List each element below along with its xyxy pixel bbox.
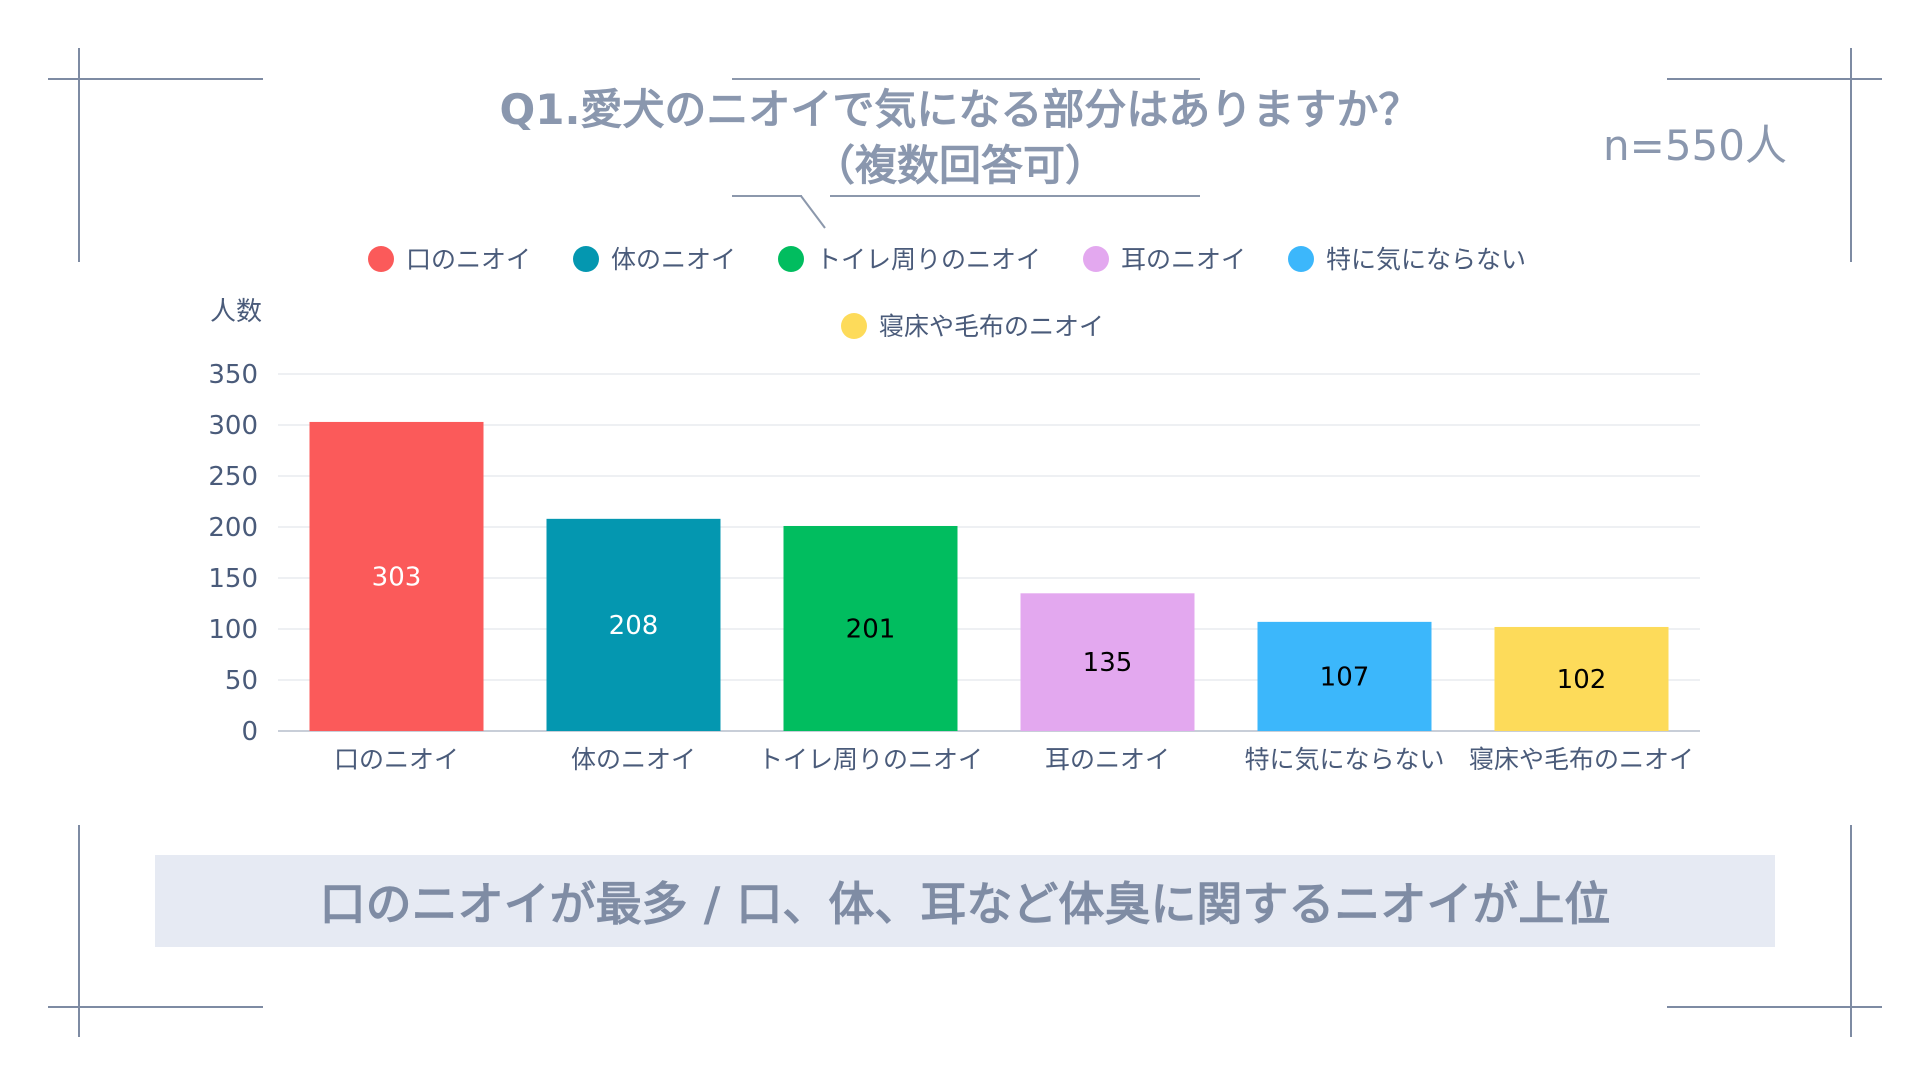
- frame-corner-br-v: [1850, 825, 1852, 1037]
- y-tick-label: 200: [208, 513, 258, 543]
- sample-size: n=550人: [1603, 121, 1787, 170]
- legend-swatch: [1288, 246, 1314, 272]
- bar: [1494, 626, 1669, 731]
- bar-value-label: 208: [609, 611, 659, 641]
- title-rule-bottom-left: [732, 195, 802, 197]
- bar: [1257, 621, 1432, 731]
- title-rule-bottom-right: [830, 195, 1200, 197]
- legend-label: 体のニオイ: [611, 245, 736, 274]
- y-tick-label: 100: [208, 615, 258, 645]
- y-tick-label: 300: [208, 411, 258, 441]
- bar: [783, 525, 958, 731]
- legend-swatch: [368, 246, 394, 272]
- chart-title-line1: Q1.愛犬のニオイで気になる部分はありますか？: [499, 85, 1421, 134]
- x-tick-label: トイレ周りのニオイ: [758, 745, 983, 774]
- frame-corner-tr-v: [1850, 48, 1852, 262]
- y-tick-label: 350: [208, 360, 258, 390]
- bar-value-label: 201: [846, 614, 896, 644]
- legend-label: 口のニオイ: [406, 245, 531, 274]
- bar: [1020, 593, 1195, 731]
- legend-swatch: [1083, 246, 1109, 272]
- summary-banner: 口のニオイが最多 / 口、体、耳など体臭に関するニオイが上位: [155, 855, 1775, 947]
- frame-corner-tr-h: [1667, 78, 1882, 80]
- frame-corner-br-h: [1667, 1006, 1882, 1008]
- frame-corner-tl-h: [48, 78, 263, 80]
- bar-value-label: 135: [1083, 648, 1133, 678]
- frame-corner-tl-v: [78, 48, 80, 262]
- legend-swatch: [841, 313, 867, 339]
- chart-title-line2: （複数回答可）: [812, 141, 1107, 190]
- legend-label: 寝床や毛布のニオイ: [879, 312, 1104, 341]
- bar-value-label: 102: [1557, 665, 1607, 695]
- x-tick-label: 耳のニオイ: [1045, 745, 1170, 774]
- y-tick-label: 150: [208, 564, 258, 594]
- legend-swatch: [573, 246, 599, 272]
- bar-value-label: 107: [1320, 662, 1370, 692]
- legend-label: 特に気にならない: [1326, 245, 1526, 274]
- frame-corner-bl-h: [48, 1006, 263, 1008]
- title-rule-notch: [800, 195, 826, 229]
- bar: [309, 421, 484, 731]
- y-tick-label: 50: [225, 666, 258, 696]
- summary-text: 口のニオイが最多 / 口、体、耳など体臭に関するニオイが上位: [319, 877, 1611, 931]
- x-tick-label: 口のニオイ: [334, 745, 459, 774]
- x-tick-label: 体のニオイ: [571, 745, 696, 774]
- bar-chart: 0 50 100 150 200 250 300 350 人数 303 口のニオイ 208 体のニオイ 2…: [208, 245, 1700, 774]
- bar-value-label: 303: [372, 562, 422, 592]
- legend-label: トイレ周りのニオイ: [816, 245, 1041, 274]
- y-axis-label: 人数: [210, 297, 262, 327]
- y-tick-label: 0: [241, 717, 258, 747]
- x-tick-label: 寝床や毛布のニオイ: [1469, 745, 1694, 774]
- bar: [546, 518, 721, 731]
- x-tick-label: 特に気にならない: [1244, 745, 1444, 774]
- y-tick-label: 250: [208, 462, 258, 492]
- title-rule-top: [732, 78, 1200, 80]
- legend-swatch: [778, 246, 804, 272]
- frame-corner-bl-v: [78, 825, 80, 1037]
- chart-title: Q1.愛犬のニオイで気になる部分はありますか？ （複数回答可）: [0, 82, 1920, 194]
- legend-label: 耳のニオイ: [1121, 245, 1246, 274]
